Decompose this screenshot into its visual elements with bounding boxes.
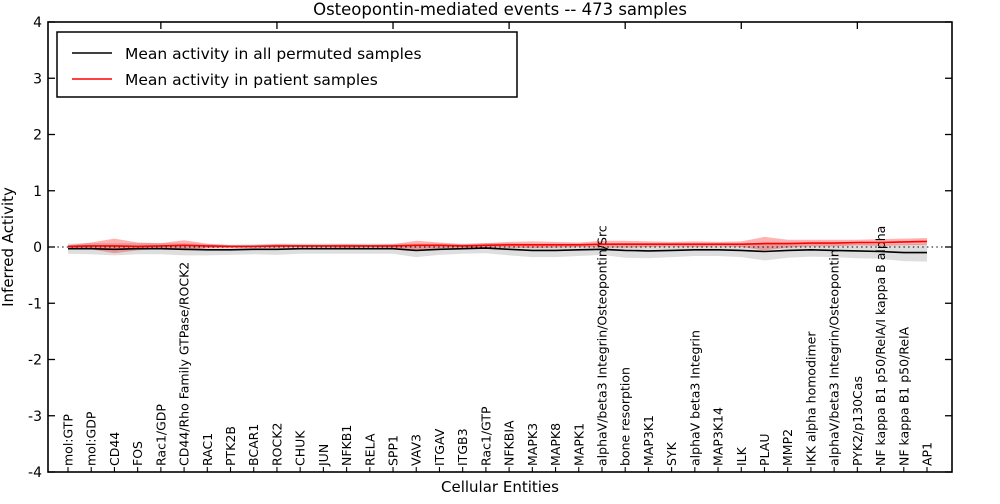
x-tick-label: Rac1/GDP [153, 404, 168, 466]
x-tick-label: mol:GDP [84, 411, 99, 466]
x-tick-label: SPP1 [386, 435, 401, 466]
x-tick-label: ITGB3 [455, 428, 470, 466]
x-tick-labels: mol:GTP mol:GDP CD44 FOS Rac1/GDP CD44/Rho Fa… [61, 225, 935, 467]
y-tick-label: 3 [33, 71, 42, 87]
x-tick-label: MAPK8 [548, 423, 563, 466]
x-axis-label: Cellular Entities [441, 478, 559, 496]
x-tick-label: PLAU [757, 434, 772, 467]
series-line-patient [67, 240, 928, 248]
x-tick-label: MAP3K1 [641, 415, 656, 466]
y-tick-label: -1 [28, 296, 42, 312]
x-tick-label: alphaV/beta3 Integrin/Osteopontin/Src [595, 225, 610, 466]
x-tick-label: BCAR1 [246, 424, 261, 466]
x-tick-label: JUN [316, 444, 331, 467]
x-tick-label: ILK [734, 446, 749, 466]
x-tick-label: VAV3 [409, 434, 424, 466]
x-tick-label: NF kappa B1 p50/RelA [896, 326, 911, 466]
x-tick-label: PTK2B [223, 426, 238, 466]
y-tick-label: 1 [33, 184, 42, 200]
y-tick-label: 0 [33, 240, 42, 256]
x-tick-label: MMP2 [780, 429, 795, 466]
x-tick-label: CD44 [107, 432, 122, 466]
y-tick-label: -3 [28, 409, 42, 425]
series-line-permuted [68, 247, 927, 254]
series-lines [67, 240, 928, 254]
x-tick-label: ROCK2 [269, 423, 284, 466]
x-tick-label: alphaV beta3 Integrin [687, 330, 702, 466]
y-tick-label: -2 [28, 353, 42, 369]
y-tick-label: 2 [33, 128, 42, 144]
chart-title: Osteopontin-mediated events -- 473 sampl… [313, 0, 687, 19]
legend-box [56, 31, 518, 98]
legend-label-patient: Mean activity in patient samples [125, 71, 378, 89]
y-tick-label: -4 [28, 465, 42, 481]
legend: Mean activity in all permuted samples Me… [56, 31, 518, 98]
y-tick-labels: 4 3 2 1 0 -1 -2 -3 -4 [28, 15, 42, 481]
x-tick-label: MAP3K14 [711, 407, 726, 466]
y-axis-label: Inferred Activity [0, 187, 17, 307]
x-tick-label: NFKBIA [502, 420, 517, 466]
x-tick-label: CD44/Rho Family GTPase/ROCK2 [177, 262, 192, 466]
x-tick-label: ITGAV [432, 428, 447, 466]
x-tick-label: IKK alpha homodimer [803, 331, 818, 466]
x-tick-label: RAC1 [200, 433, 215, 466]
x-tick-label: FOS [130, 441, 145, 466]
x-tick-label: MAPK3 [525, 423, 540, 466]
x-tick-label: RELA [362, 433, 377, 466]
x-tick-label: MAPK1 [571, 423, 586, 466]
x-tick-label: bone resorption [618, 367, 633, 466]
x-tick-label: AP1 [920, 442, 935, 466]
band-permuted [68, 242, 927, 262]
x-tick-label: Rac1/GTP [478, 406, 493, 466]
legend-label-permuted: Mean activity in all permuted samples [125, 45, 422, 63]
x-tick-label: alphaV/beta3 Integrin/Osteopontin [827, 249, 842, 466]
axis-ticks [48, 21, 952, 473]
x-tick-label: NF kappa B1 p50/RelA/I kappa B alpha [873, 226, 888, 466]
x-tick-label: NFKB1 [339, 425, 354, 466]
y-tick-label: 4 [33, 15, 42, 31]
x-tick-label: CHUK [293, 430, 308, 466]
x-tick-label: PYK2/p130Cas [850, 376, 865, 466]
x-tick-label: mol:GTP [61, 414, 76, 466]
x-tick-label: SYK [664, 441, 679, 466]
